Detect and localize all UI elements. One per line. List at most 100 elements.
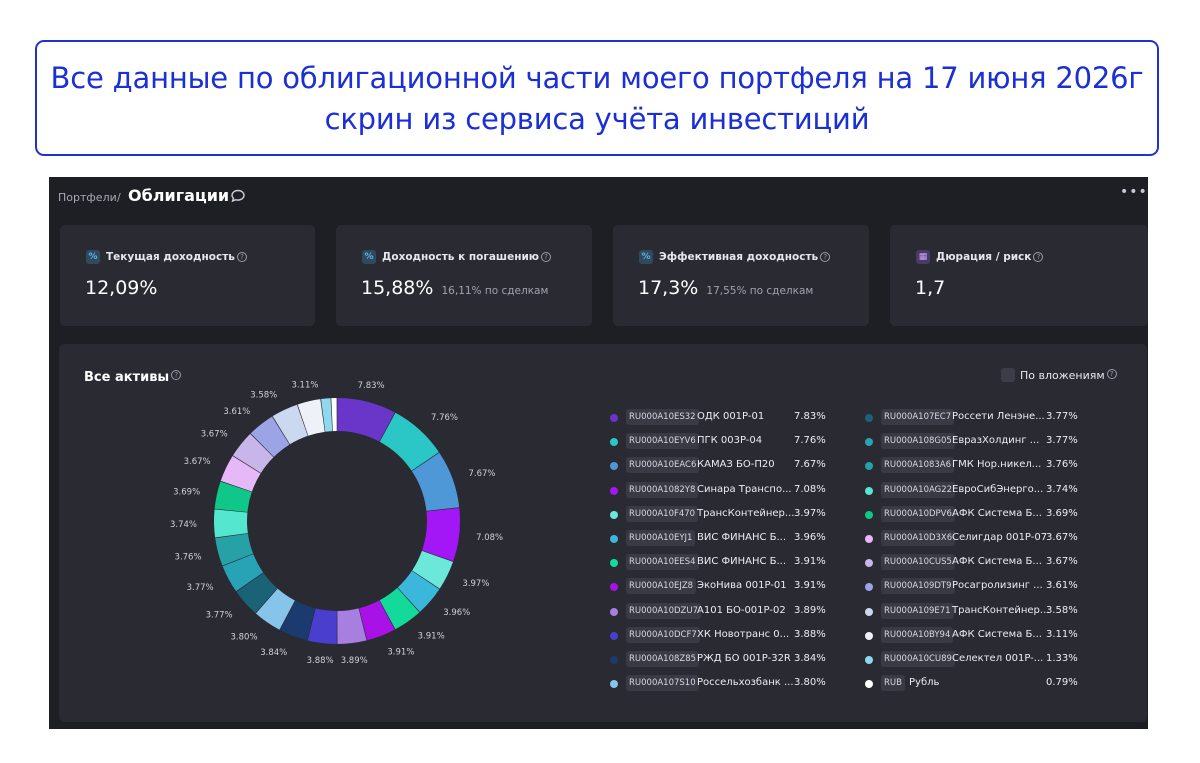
duration-card: ▦ Дюрация / риск? 1,7 xyxy=(890,225,1148,326)
legend-item[interactable]: RU000A10DPV6 АФК Система Б... 3.69% xyxy=(865,505,1115,524)
legend-name: Россельхозбанк ... xyxy=(697,677,794,689)
banner-line-2: скрин из сервиса учёта инвестиций xyxy=(324,102,870,136)
donut-slice-label: 3.91% xyxy=(418,631,445,641)
donut-slice[interactable] xyxy=(220,456,261,492)
donut-slice[interactable] xyxy=(379,412,439,471)
legend-item[interactable]: RU000A10F470 ТрансКонтейнер... 3.97% xyxy=(610,505,860,524)
comment-icon[interactable] xyxy=(230,188,246,204)
legend-isin-badge: RU000A10EYV6 xyxy=(626,433,699,450)
percent-icon: % xyxy=(362,250,376,264)
donut-slice[interactable] xyxy=(331,398,337,432)
donut-slice[interactable] xyxy=(213,509,248,538)
legend-name: ВИС ФИНАНС Б... xyxy=(697,532,787,543)
legend-item[interactable]: RU000A10AG22 ЕвроСибЭнерго... 3.74% xyxy=(865,481,1115,500)
donut-slice[interactable] xyxy=(222,554,264,592)
donut-slice-label: 3.77% xyxy=(206,610,233,620)
legend-percent: 3.91% xyxy=(794,556,826,568)
legend-isin-badge: RU000A10ES32 xyxy=(626,409,699,425)
donut-slice[interactable] xyxy=(232,433,274,473)
legend-name: А101 БО-001P-02 xyxy=(697,604,786,616)
legend-color-dot xyxy=(865,438,873,447)
legend-isin-badge: RU000A1082Y8 xyxy=(626,481,699,498)
donut-slice[interactable] xyxy=(422,507,460,562)
legend-percent: 3.84% xyxy=(794,653,826,664)
legend-percent: 7.08% xyxy=(794,483,826,495)
help-icon[interactable]: ? xyxy=(541,252,552,262)
legend-item[interactable]: RU000A10BY94 АФК Система Б... 3.11% xyxy=(865,626,1115,645)
help-icon[interactable]: ? xyxy=(820,252,831,262)
legend-item[interactable]: RU000A10EAC6 КАМАЗ БО-П20 7.67% xyxy=(610,457,860,475)
legend-item[interactable]: RU000A10CUS5 АФК Система Б... 3.67% xyxy=(865,554,1115,572)
legend-color-dot xyxy=(865,462,873,471)
legend-color-dot xyxy=(610,583,618,592)
legend-name: Селигдар 001P-07 xyxy=(952,532,1048,543)
legend-item[interactable]: RU000A10EYJ1 ВИС ФИНАНС Б... 3.96% xyxy=(610,530,860,548)
donut-slice-label: 3.97% xyxy=(462,579,489,589)
legend-percent: 3.91% xyxy=(794,580,826,592)
legend-item[interactable]: RU000A109E71 ТрансКонтейнер... 3.58% xyxy=(865,602,1115,621)
donut-slice[interactable] xyxy=(412,550,454,589)
legend-name: ГМК Нор.никел... xyxy=(952,459,1042,471)
legend-color-dot xyxy=(865,583,873,592)
legend-item[interactable]: RU000A10CU89 Селектел 001P-... 1.33% xyxy=(865,651,1115,669)
donut-slice[interactable] xyxy=(255,588,295,630)
help-icon[interactable]: ? xyxy=(1106,369,1117,379)
legend-percent: 3.11% xyxy=(1046,628,1078,640)
legend-isin-badge: RU000A109E71 xyxy=(881,602,954,619)
legend-isin-badge: RU000A108G05 xyxy=(881,433,955,450)
legend-percent: 3.67% xyxy=(1046,532,1078,543)
legend-percent: 3.88% xyxy=(794,628,826,640)
more-options-icon[interactable]: ••• xyxy=(1120,184,1148,200)
legend-item[interactable]: RU000A1082Y8 Синара Транспо... 7.08% xyxy=(610,481,860,500)
legend-color-dot xyxy=(610,607,618,616)
donut-slice[interactable] xyxy=(297,399,325,436)
breadcrumb-separator: / xyxy=(117,191,121,204)
donut-slice[interactable] xyxy=(397,570,440,612)
help-icon[interactable]: ? xyxy=(171,370,182,380)
donut-slice[interactable] xyxy=(215,533,254,566)
banner-line-1: Все данные по облигационной части моего … xyxy=(50,61,1144,95)
donut-slice[interactable] xyxy=(321,398,333,432)
legend-item[interactable]: RU000A108Z85 РЖД БО 001P-32R 3.84% xyxy=(610,651,860,669)
legend-percent: 3.80% xyxy=(794,677,826,689)
legend-item[interactable]: RU000A10DZU7 А101 БО-001P-02 3.89% xyxy=(610,602,860,621)
legend-isin-badge: RU000A10DCF7 xyxy=(626,626,700,643)
donut-slice[interactable] xyxy=(337,608,367,644)
legend-item[interactable]: RU000A10EYV6 ПГК 003P-04 7.76% xyxy=(610,433,860,451)
ytm-card: % Доходность к погашению? 15,88% 16,11% … xyxy=(336,225,592,326)
donut-slice[interactable] xyxy=(379,587,420,630)
donut-slice[interactable] xyxy=(250,416,290,457)
legend-item[interactable]: RU000A108G05 ЕвразХолдинг ... 3.77% xyxy=(865,433,1115,451)
legend-color-dot xyxy=(610,535,618,543)
percent-icon: % xyxy=(86,250,100,264)
breadcrumb-portfolios[interactable]: Портфели xyxy=(58,191,117,204)
legend-item[interactable]: RU000A10DCF7 ХК Новотранс 0... 3.88% xyxy=(610,626,860,645)
donut-slice[interactable] xyxy=(214,481,252,512)
help-icon[interactable]: ? xyxy=(236,252,247,262)
donut-slice[interactable] xyxy=(411,452,460,511)
legend-item[interactable]: RU000A10D3X6 Селигдар 001P-07 3.67% xyxy=(865,530,1115,548)
legend-item[interactable]: RU000A10ES32 ОДК 001P-01 7.83% xyxy=(610,409,860,427)
legend-item[interactable]: RUB Рубль 0.79% xyxy=(865,675,1115,693)
donut-slice[interactable] xyxy=(337,398,395,442)
legend-color-dot xyxy=(610,510,618,519)
by-investment-checkbox[interactable] xyxy=(1001,368,1015,382)
donut-slice[interactable] xyxy=(272,404,308,445)
legend-item[interactable]: RU000A1083A6 ГМК Нор.никел... 3.76% xyxy=(865,457,1115,475)
help-icon[interactable]: ? xyxy=(1033,252,1044,262)
donut-slice-label: 3.84% xyxy=(260,648,287,658)
donut-slice[interactable] xyxy=(280,600,316,641)
legend-item[interactable]: RU000A109DT9 Росагролизинг ... 3.61% xyxy=(865,578,1115,596)
donut-slice[interactable] xyxy=(307,608,337,644)
legend-name: АФК Система Б... xyxy=(952,556,1042,568)
donut-slice[interactable] xyxy=(236,572,278,613)
legend-color-dot xyxy=(610,486,618,495)
legend-item[interactable]: RU000A107EC7 Россети Ленэне... 3.77% xyxy=(865,409,1115,427)
legend-item[interactable]: RU000A10EJZ8 ЭкоНива 001P-01 3.91% xyxy=(610,578,860,596)
legend-isin-badge: RU000A109DT9 xyxy=(881,578,955,595)
donut-slice-label: 3.77% xyxy=(187,583,214,593)
legend-item[interactable]: RU000A107S10 Россельхозбанк ... 3.80% xyxy=(610,675,860,693)
donut-slice[interactable] xyxy=(359,600,395,641)
legend-name: Россети Ленэне... xyxy=(952,411,1045,422)
legend-item[interactable]: RU000A10EES4 ВИС ФИНАНС Б... 3.91% xyxy=(610,554,860,572)
